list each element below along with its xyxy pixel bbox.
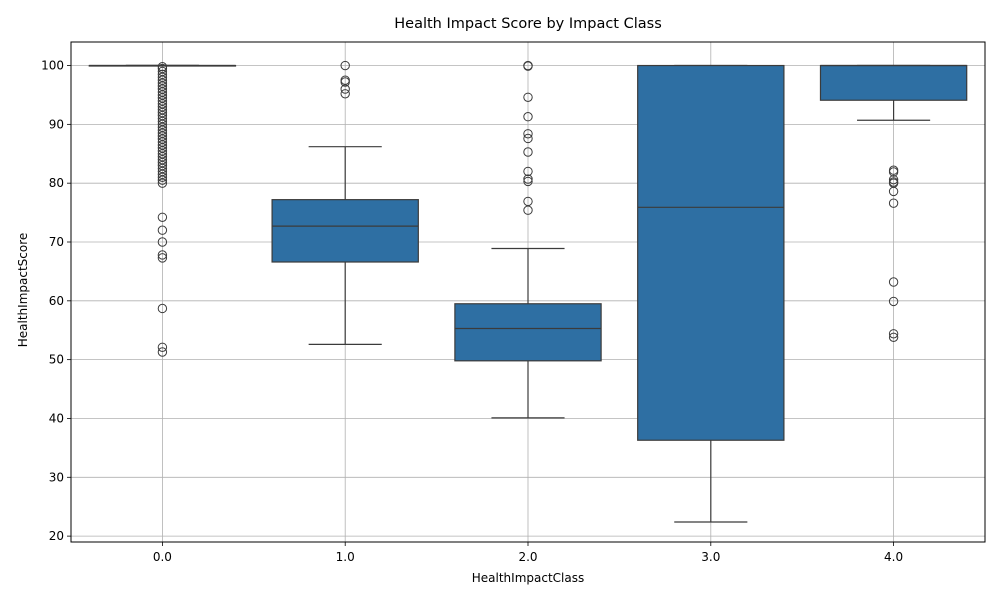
outlier-point xyxy=(888,167,899,177)
outlier-point xyxy=(888,329,899,339)
iqr-box xyxy=(637,64,785,441)
outlier-point xyxy=(523,61,533,71)
iqr-box xyxy=(819,64,968,101)
outlier-point xyxy=(523,166,533,177)
box-group-4.0 xyxy=(819,64,968,342)
y-tick-label: 30 xyxy=(49,470,64,484)
outlier-point xyxy=(523,112,533,122)
x-tick-label: 0.0 xyxy=(153,550,172,564)
outlier-point xyxy=(888,277,899,287)
outlier-point xyxy=(157,172,168,182)
outlier-point xyxy=(888,186,899,197)
outlier-point xyxy=(523,129,533,139)
x-tick-label: 4.0 xyxy=(884,550,903,564)
outlier-point xyxy=(523,133,533,144)
outlier-point xyxy=(523,147,533,157)
outlier-point xyxy=(888,296,899,307)
outlier-point xyxy=(157,212,168,222)
outlier-point xyxy=(523,205,533,215)
y-tick-label: 70 xyxy=(49,235,64,249)
box-group-3.0 xyxy=(637,64,785,523)
outlier-point xyxy=(888,198,899,208)
box-group-1.0 xyxy=(271,60,419,345)
chart-title: Health Impact Score by Impact Class xyxy=(394,16,662,32)
y-tick-label: 50 xyxy=(49,353,64,367)
x-tick-label: 2.0 xyxy=(518,550,537,564)
outlier-point xyxy=(523,176,533,187)
outlier-point xyxy=(523,174,533,184)
axis-layer: 20 30 40 50 60 70 80 90 100 0.0 1.0 2.0 3.0 4.0 xyxy=(41,59,903,564)
outlier-point xyxy=(157,342,168,352)
iqr-box xyxy=(454,303,602,362)
y-tick-label: 90 xyxy=(49,117,64,131)
outlier-point xyxy=(157,253,168,263)
box-layer xyxy=(88,60,968,523)
outlier-point xyxy=(157,237,168,247)
outlier-point xyxy=(157,225,168,235)
outlier-point xyxy=(340,60,350,71)
outlier-point xyxy=(888,174,899,185)
y-tick-label: 100 xyxy=(41,59,64,73)
outlier-point xyxy=(157,347,168,357)
outlier-point xyxy=(340,89,350,99)
x-tick-label: 3.0 xyxy=(701,550,720,564)
y-tick-label: 20 xyxy=(49,529,64,543)
box-group-0.0 xyxy=(88,62,237,357)
outlier-point xyxy=(340,77,350,87)
outlier-point xyxy=(157,178,168,188)
outlier-point xyxy=(157,175,168,185)
iqr-box xyxy=(271,199,419,263)
y-axis-title: HealthImpactScore xyxy=(16,233,30,348)
outlier-point xyxy=(888,332,899,342)
x-tick-label: 1.0 xyxy=(336,550,355,564)
outlier-point xyxy=(523,92,533,102)
y-tick-label: 60 xyxy=(49,294,64,308)
outlier-point xyxy=(340,84,350,94)
outlier-point xyxy=(157,303,168,314)
y-tick-label: 80 xyxy=(49,176,64,190)
x-axis-title: HealthImpactClass xyxy=(472,571,584,585)
box-group-2.0 xyxy=(454,60,602,419)
y-tick-label: 40 xyxy=(49,411,64,425)
outlier-point xyxy=(157,250,168,260)
